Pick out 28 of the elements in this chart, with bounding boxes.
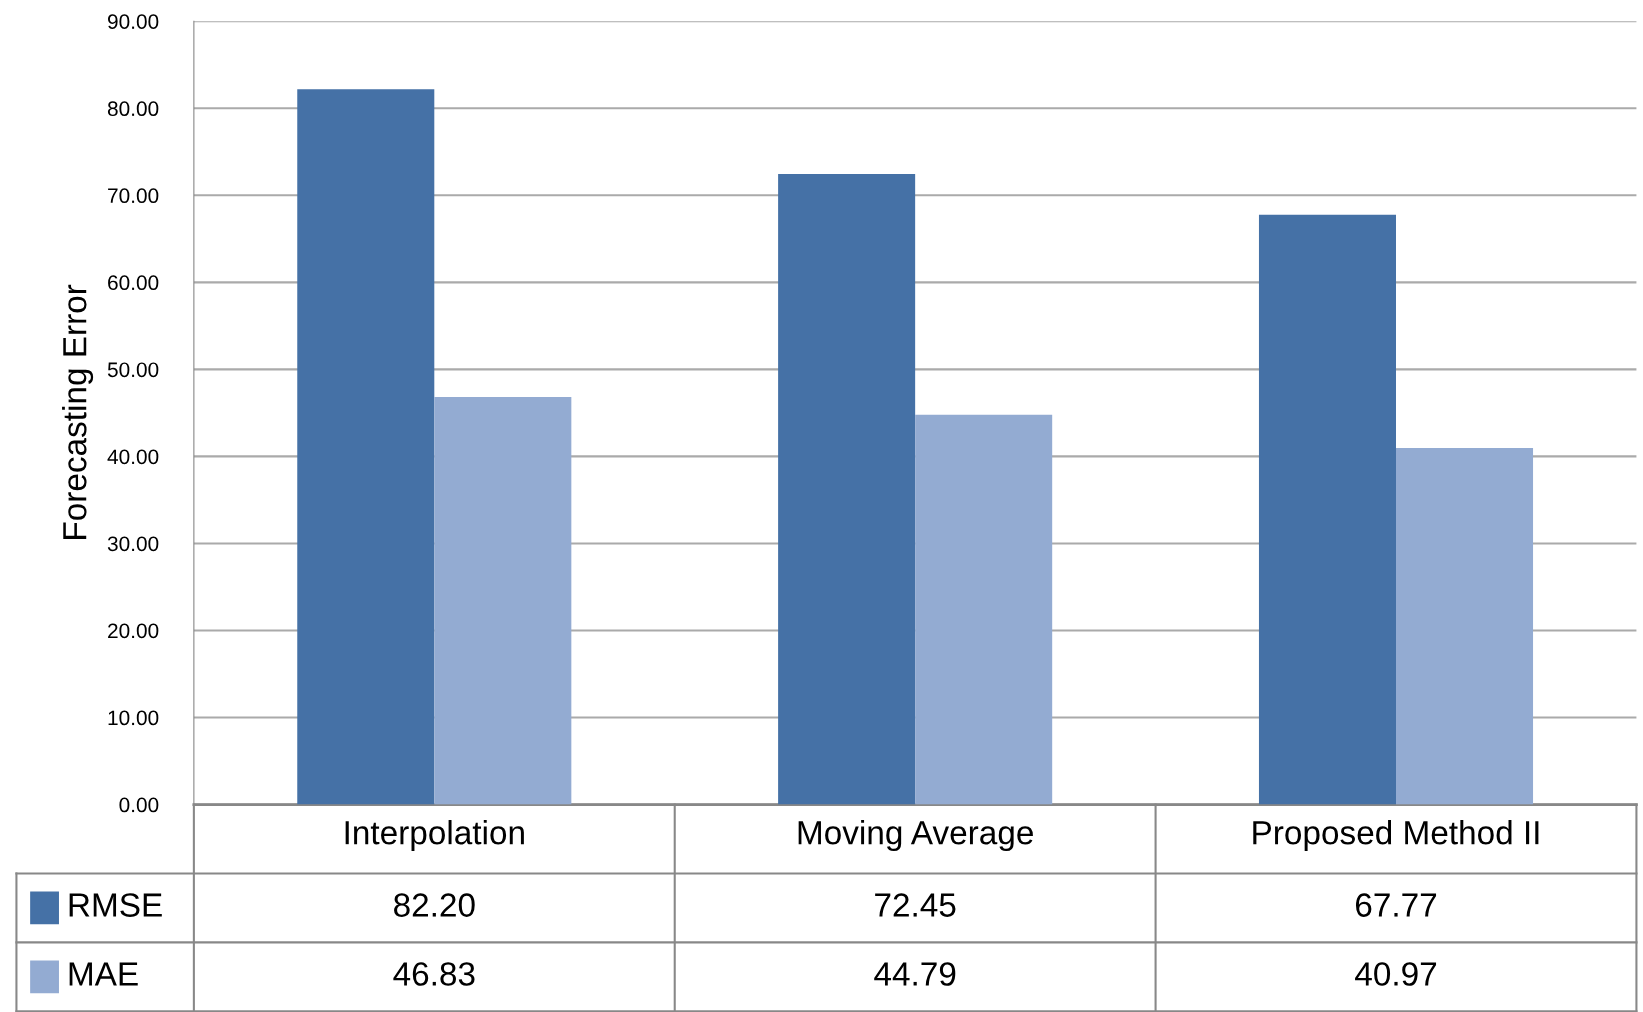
data-label: 82.20: [394, 893, 475, 917]
bar: [434, 396, 572, 805]
legend-label: MAE: [69, 962, 138, 986]
x-tick-label: Moving Average: [798, 820, 1033, 852]
y-tick-label: 0.00: [119, 797, 159, 813]
y-tick-label: 90.00: [108, 14, 159, 30]
data-label: 44.79: [874, 962, 956, 986]
y-tick-label: 50.00: [107, 362, 159, 378]
bar: [778, 173, 916, 805]
x-tick-label: Interpolation: [345, 820, 524, 852]
y-tick-label: 40.00: [107, 449, 159, 465]
x-tick-label: Proposed Method II: [1253, 820, 1539, 852]
bar: [915, 414, 1053, 805]
bar: [297, 89, 435, 805]
data-label: 67.77: [1355, 893, 1437, 917]
bar: [1258, 214, 1396, 805]
y-axis-title: Forecasting Error: [62, 284, 94, 539]
y-tick-label: 60.00: [108, 275, 159, 291]
data-label: 40.97: [1355, 962, 1437, 986]
data-label: 46.83: [393, 962, 475, 986]
legend-label: RMSE: [69, 893, 162, 917]
y-tick-label: 20.00: [108, 623, 159, 639]
y-tick-label: 80.00: [107, 101, 159, 117]
bar: [1396, 447, 1534, 805]
y-tick-label: 30.00: [107, 536, 159, 552]
y-tick-label: 70.00: [108, 188, 159, 204]
y-tick-label: 10.00: [108, 710, 159, 726]
data-label: 72.45: [875, 893, 956, 917]
